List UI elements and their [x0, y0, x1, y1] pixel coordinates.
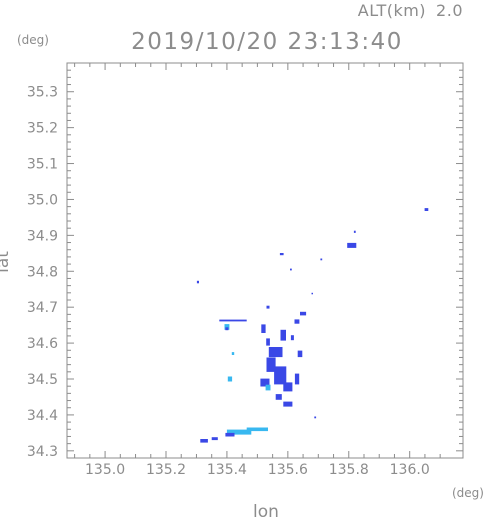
x-tick-label: 135.6 — [268, 462, 308, 478]
x-tick-label: 135.2 — [146, 462, 186, 478]
x-tick-label: 135.0 — [85, 462, 125, 478]
y-tick-label: 35.3 — [27, 85, 58, 101]
echo-cell — [266, 357, 276, 372]
echo-cell — [266, 338, 270, 346]
y-tick-label: 35.2 — [27, 121, 58, 137]
x-axis-title: lon — [253, 502, 279, 521]
y-tick-label: 34.5 — [27, 372, 58, 388]
y-tick-label: 35.1 — [27, 157, 58, 173]
y-tick-label: 34.7 — [27, 300, 58, 316]
echo-cell — [231, 352, 235, 355]
echo-cell — [211, 437, 218, 441]
echo-cell — [347, 242, 357, 248]
echo-cell — [227, 376, 233, 382]
echo-cell — [274, 366, 287, 385]
echo-cell — [283, 382, 293, 392]
altitude-label: ALT(km) — [358, 1, 426, 20]
echo-cell — [196, 280, 199, 284]
altitude-value: 2.0 — [436, 1, 463, 20]
x-tick-label: 135.8 — [329, 462, 369, 478]
echo-cell — [280, 329, 286, 341]
echo-cell — [424, 208, 429, 211]
y-tick-label: 34.8 — [27, 264, 58, 280]
echo-cell — [279, 253, 284, 256]
echo-cell — [225, 432, 235, 437]
echo-cell — [265, 384, 271, 391]
y-axis-title: lat — [0, 251, 13, 273]
echo-cell — [225, 327, 229, 331]
axis-ticks: 135.0 135.2 135.4 135.6 135.8 136.0 34.3 34.4 34… — [27, 63, 463, 478]
altitude-readout: ALT(km) 2.0 — [358, 1, 463, 20]
echo-cell — [260, 378, 270, 387]
y-tick-label: 34.9 — [27, 228, 58, 244]
echo-cell — [219, 319, 247, 322]
echo-cells — [196, 208, 429, 443]
y-unit-label: (deg) — [17, 33, 49, 47]
echo-cell — [290, 335, 294, 341]
y-tick-label: 35.0 — [27, 192, 58, 208]
echo-cell — [266, 305, 270, 309]
echo-cell — [283, 401, 293, 407]
echo-cell — [275, 394, 282, 400]
echo-cell — [226, 429, 252, 435]
echo-cell — [311, 292, 313, 295]
y-tick-label: 34.6 — [27, 336, 58, 352]
x-tick-label: 135.4 — [207, 462, 247, 478]
echo-cell — [294, 373, 300, 385]
echo-cell — [246, 427, 268, 432]
echo-cell — [200, 439, 208, 443]
echo-cell — [290, 268, 292, 271]
y-tick-label: 34.3 — [27, 444, 58, 460]
echo-cell — [320, 258, 323, 261]
echo-cell — [297, 350, 303, 358]
echo-cell — [300, 311, 307, 316]
echo-cell — [314, 416, 317, 419]
echo-cell — [353, 230, 356, 233]
x-unit-label: (deg) — [452, 486, 484, 500]
y-tick-label: 34.4 — [27, 408, 58, 424]
timestamp: 2019/10/20 23:13:40 — [131, 29, 403, 55]
echo-cell — [268, 347, 283, 358]
plot-frame — [66, 62, 464, 459]
x-tick-label: 136.0 — [390, 462, 430, 478]
echo-cell — [261, 324, 266, 333]
echo-cell — [294, 319, 300, 324]
echo-cell — [224, 324, 230, 330]
